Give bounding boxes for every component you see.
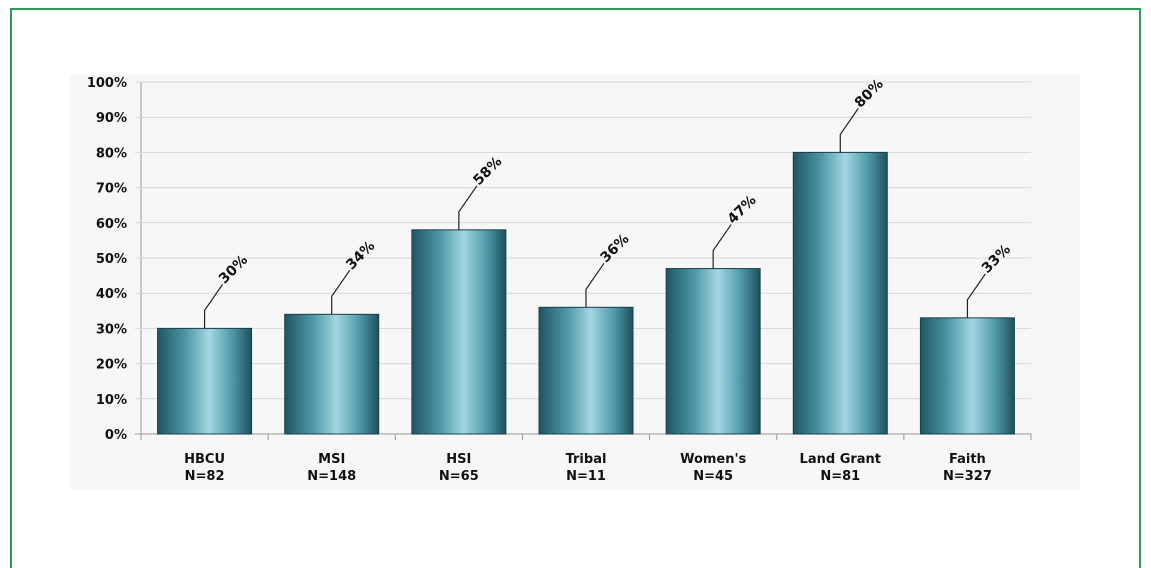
x-category-label: Faith	[949, 452, 986, 467]
data-label-leader	[203, 284, 224, 329]
data-label-leader	[331, 269, 351, 315]
bar	[792, 151, 888, 435]
bar	[919, 317, 1015, 435]
y-tick-label: 90%	[96, 111, 127, 126]
data-label-leader	[839, 108, 859, 153]
bar	[665, 268, 761, 435]
data-label-leader	[458, 185, 478, 230]
bar	[538, 306, 634, 435]
y-axis-ticks: 0% 10% 20% 30% 40% 50% 60% 70% 80% 90% 100%	[87, 76, 127, 443]
x-category-n-label: N=327	[943, 469, 992, 484]
x-category-label: Land Grant	[800, 452, 881, 467]
y-tick-label: 30%	[96, 322, 127, 337]
bar	[157, 327, 253, 435]
x-category-n-label: N=148	[307, 469, 356, 484]
bar	[411, 229, 507, 435]
data-label-leader	[966, 273, 986, 318]
y-tick-label: 80%	[96, 146, 127, 161]
x-category-n-label: N=81	[820, 469, 860, 484]
y-tick-label: 70%	[96, 182, 127, 197]
bars	[157, 151, 1015, 435]
data-label-leader	[585, 262, 605, 308]
y-tick-label: 50%	[96, 252, 127, 267]
x-axis-ticks: HBCU N=82 MSI N=148 HSI N=65 Tribal N=11 Women's…	[184, 452, 992, 484]
y-tick-label: 40%	[96, 287, 127, 302]
y-tick-label: 10%	[96, 393, 127, 408]
data-label-leader	[712, 224, 732, 269]
bar-chart: 0% 10% 20% 30% 40% 50% 60% 70% 80% 90% 100% HBCU N=…	[86, 76, 1032, 484]
x-category-label: Tribal	[566, 452, 607, 467]
x-category-n-label: N=82	[185, 469, 225, 484]
y-tick-label: 100%	[87, 76, 127, 91]
x-category-label: Women's	[680, 452, 746, 467]
outer-frame	[10, 8, 1141, 568]
bar	[284, 313, 380, 435]
y-tick-label: 0%	[105, 428, 127, 443]
x-category-n-label: N=65	[439, 469, 479, 484]
x-category-label: MSI	[318, 452, 345, 467]
x-category-label: HSI	[446, 452, 471, 467]
y-tick-label: 20%	[96, 358, 127, 373]
y-tick-label: 60%	[96, 217, 127, 232]
x-category-n-label: N=11	[566, 469, 606, 484]
x-category-n-label: N=45	[693, 469, 733, 484]
x-category-label: HBCU	[184, 452, 225, 467]
